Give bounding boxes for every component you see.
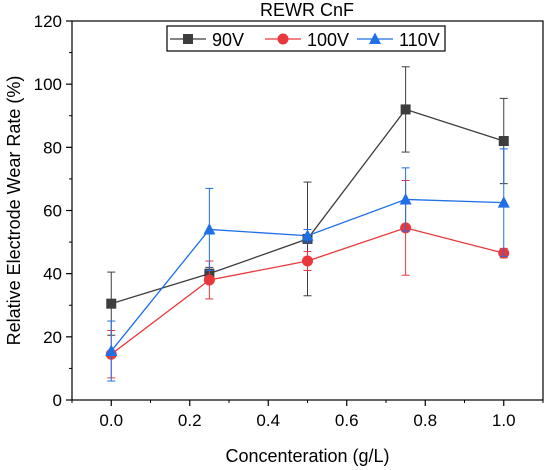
- legend-label: 110V: [399, 30, 440, 50]
- data-point: [203, 274, 215, 286]
- y-tick-label: 40: [43, 265, 62, 284]
- legend-entry-110V: 110V: [357, 30, 440, 50]
- x-tick-label: 1.0: [492, 411, 516, 430]
- y-tick-label: 80: [43, 138, 62, 157]
- x-tick-label: 0.2: [178, 411, 202, 430]
- legend-label: 100V: [307, 30, 349, 50]
- y-tick-label: 100: [34, 75, 62, 94]
- data-point: [497, 196, 510, 208]
- axes: 0.0 0.2 0.4 0.6 0.8 1.0 0 20 40 60 80 100 120: [34, 12, 544, 430]
- data-point: [105, 344, 118, 357]
- y-axis-label: Relative Electrode Wear Rate (%): [4, 76, 24, 346]
- data-point: [498, 136, 509, 147]
- x-tick-label: 0.8: [413, 411, 437, 430]
- legend: REWR CnF 90V 100V 110V: [166, 0, 446, 52]
- data-point: [400, 104, 411, 115]
- series-layer: [105, 66, 510, 382]
- x-axis-label: Concenteration (g/L): [225, 446, 389, 466]
- data-point: [203, 222, 216, 235]
- data-point: [399, 192, 412, 205]
- x-tick-label: 0.0: [99, 411, 123, 430]
- y-tick-label: 120: [34, 12, 62, 31]
- legend-box: [166, 25, 446, 52]
- x-tick-label: 0.4: [256, 411, 280, 430]
- y-tick-label: 60: [43, 202, 62, 221]
- data-point: [302, 255, 313, 267]
- x-tick-label: 0.6: [335, 411, 359, 430]
- legend-entry-90V: 90V: [170, 30, 244, 50]
- series-110V: [105, 148, 510, 382]
- legend-marker: [369, 32, 381, 44]
- data-point: [106, 298, 117, 309]
- data-point: [301, 229, 314, 241]
- legend-entries: 90V 100V 110V: [170, 30, 440, 50]
- y-tick-label: 20: [43, 328, 62, 347]
- legend-label: 90V: [212, 30, 244, 50]
- legend-title: REWR CnF: [260, 0, 354, 20]
- legend-entry-100V: 100V: [265, 30, 349, 50]
- legend-marker: [183, 34, 193, 44]
- y-tick-label: 0: [53, 391, 62, 410]
- legend-marker: [277, 33, 289, 45]
